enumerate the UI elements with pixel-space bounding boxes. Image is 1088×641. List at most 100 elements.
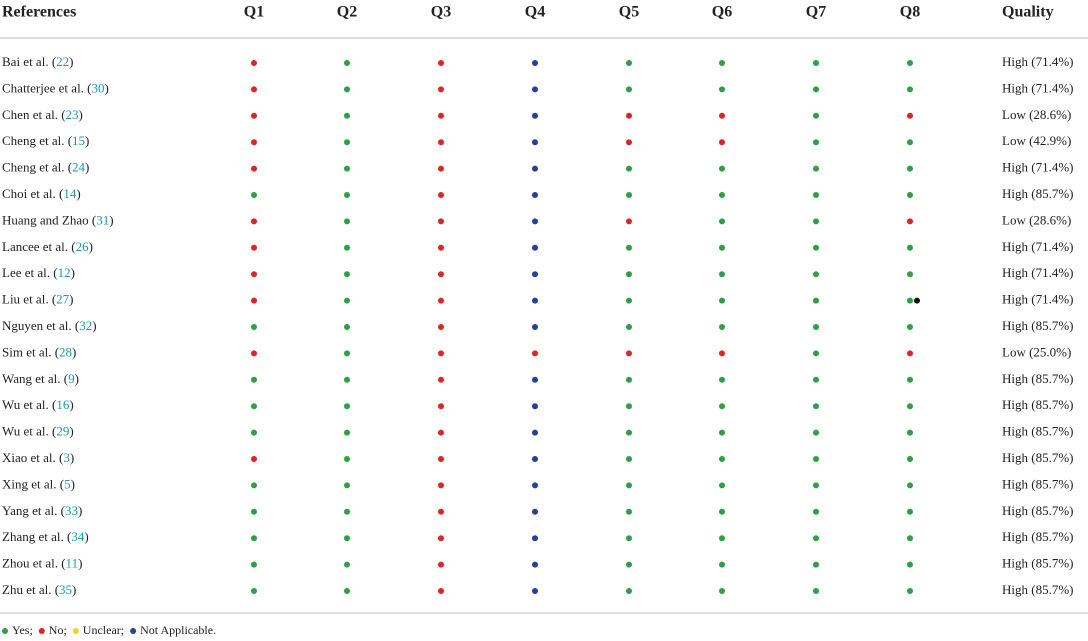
rating-dot (719, 192, 725, 198)
column-header: Q4 (525, 4, 545, 21)
rating-dot (532, 60, 538, 66)
reference: Xing et al. (5) (2, 476, 75, 491)
quality: High (85.7%) (1002, 556, 1074, 571)
rating-dot (438, 482, 444, 489)
close-paren: ) (70, 450, 74, 465)
close-paren: ) (69, 54, 73, 69)
reference: Nguyen et al. (32) (2, 318, 97, 333)
rating-dot (907, 350, 913, 357)
rating-dot (813, 86, 819, 93)
reference: Xiao et al. (3) (2, 450, 74, 465)
rating-dot (813, 508, 819, 515)
rating-dot (813, 165, 819, 172)
rating-dot (438, 350, 444, 357)
citation: 29 (56, 424, 69, 439)
author: Zhou et al. ( (2, 556, 66, 571)
rating-dot (813, 350, 819, 357)
rating-dot (344, 508, 350, 515)
rating-dot (626, 60, 632, 66)
rating-dot (251, 350, 257, 357)
rating-dot (719, 403, 725, 410)
citation: 26 (76, 239, 90, 254)
rating-dot (626, 350, 632, 357)
rating-dot (907, 429, 913, 436)
rating-dot (813, 218, 819, 225)
rating-dot (813, 456, 819, 462)
rating-dot (813, 112, 819, 119)
reference: Lancee et al. (26) (2, 239, 93, 254)
legend-dot (2, 628, 8, 634)
rating-dot (907, 60, 913, 66)
reference: Cheng et al. (24) (2, 160, 89, 175)
rating-dot (344, 60, 350, 66)
reference: Wu et al. (29) (2, 424, 74, 439)
rating-dot (813, 482, 819, 489)
rating-dot (626, 376, 632, 383)
rating-dot (344, 244, 350, 251)
quality: High (85.7%) (1002, 371, 1074, 386)
rating-dot (719, 165, 725, 172)
rating-dot (907, 86, 913, 93)
rating-dot (813, 324, 819, 330)
close-paren: ) (69, 424, 73, 439)
quality: High (85.7%) (1002, 476, 1074, 491)
quality: Low (28.6%) (1002, 212, 1071, 227)
rating-dot (626, 588, 632, 594)
rating-dot (344, 482, 350, 489)
rating-dot (438, 297, 444, 304)
author: Xiao et al. ( (2, 450, 63, 465)
close-paren: ) (78, 556, 82, 571)
rating-dot (813, 535, 819, 542)
author: Sim et al. ( (2, 344, 59, 359)
rating-dot (907, 218, 913, 225)
rating-dot (438, 244, 444, 251)
author: Wu et al. ( (2, 424, 56, 439)
rating-dot (813, 139, 819, 146)
rating-dot (626, 403, 632, 410)
legend-label: No; (49, 623, 67, 637)
reference: Yang et al. (33) (2, 503, 82, 518)
quality: Low (28.6%) (1002, 107, 1071, 122)
rating-dot (344, 376, 350, 383)
rating-dot (719, 139, 725, 146)
rating-dot (532, 561, 538, 568)
rating-dot (438, 376, 444, 383)
rating-dot (907, 535, 913, 542)
close-paren: ) (92, 318, 96, 333)
rating-dot (719, 482, 725, 489)
citation: 30 (92, 80, 105, 95)
rating-dot (251, 403, 257, 410)
citation: 23 (66, 107, 79, 122)
close-paren: ) (69, 292, 73, 307)
rating-dot (626, 165, 632, 172)
author: Nguyen et al. ( (2, 318, 79, 333)
column-header: Q2 (337, 4, 357, 21)
legend-dot (72, 628, 79, 634)
rating-dot (532, 508, 538, 515)
rating-dot (251, 429, 257, 436)
rating-dot (626, 244, 632, 251)
citation: 22 (56, 54, 69, 69)
citation: 27 (56, 292, 70, 307)
rating-dot (532, 139, 538, 146)
author: Lee et al. ( (2, 265, 58, 280)
quality: High (85.7%) (1002, 529, 1074, 544)
citation: 28 (59, 344, 72, 359)
column-header: Q3 (431, 4, 451, 21)
close-paren: ) (84, 529, 88, 544)
reference: Chen et al. (23) (2, 107, 83, 122)
rating-dot (532, 271, 538, 278)
rating-dot (532, 535, 538, 542)
column-header: Q7 (806, 4, 826, 21)
rating-dot (251, 244, 257, 251)
rating-dot (907, 139, 913, 146)
close-paren: ) (109, 212, 113, 227)
close-paren: ) (71, 476, 75, 491)
rating-dot (251, 112, 257, 119)
rating-dot (344, 429, 350, 436)
rating-dot (344, 297, 350, 304)
rating-dot (719, 376, 725, 383)
rating-dot (626, 139, 632, 146)
rating-dot (344, 561, 350, 568)
